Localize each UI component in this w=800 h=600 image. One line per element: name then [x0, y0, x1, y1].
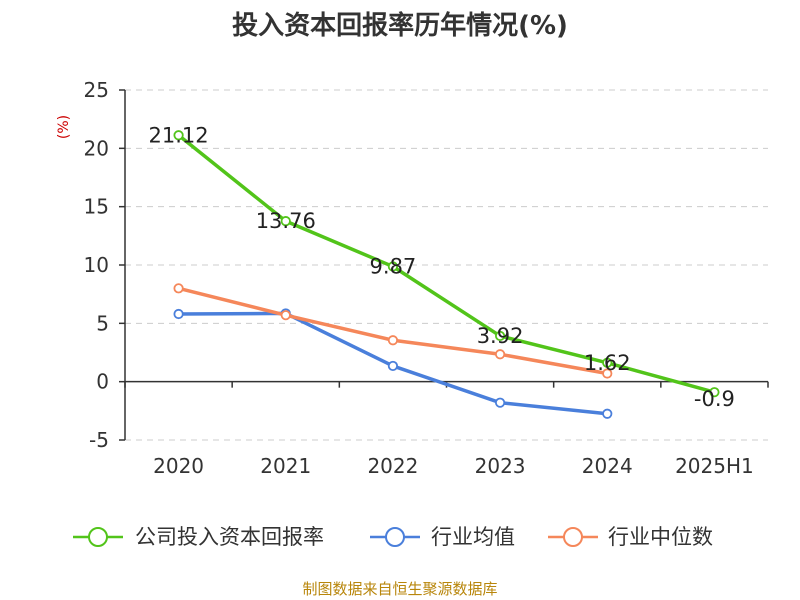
- legend-item[interactable]: 行业中位数: [548, 525, 713, 549]
- data-point[interactable]: [602, 368, 613, 379]
- data-point[interactable]: [280, 310, 291, 321]
- data-point[interactable]: [173, 130, 184, 141]
- y-tick-label: 5: [96, 311, 109, 335]
- y-tick-label: -5: [89, 428, 109, 452]
- legend-marker: [563, 527, 583, 547]
- legend-label: 行业中位数: [608, 525, 713, 549]
- y-axis-label: (%): [56, 115, 72, 139]
- chart-title: 投入资本回报率历年情况(%): [232, 10, 568, 41]
- series-line: [177, 133, 715, 394]
- x-tick-label: 2022: [367, 454, 418, 478]
- data-label: 9.87: [370, 255, 417, 279]
- legend-item[interactable]: 公司投入资本回报率: [73, 525, 324, 549]
- series-lines: [173, 130, 720, 419]
- y-tick-label: 10: [84, 253, 109, 277]
- legend-label: 行业均值: [431, 525, 515, 549]
- x-tick-label: 2024: [582, 454, 633, 478]
- data-point[interactable]: [280, 216, 291, 227]
- source-note: 制图数据来自恒生聚源数据库: [302, 580, 497, 598]
- data-label: 13.76: [256, 209, 316, 233]
- data-point[interactable]: [602, 357, 613, 368]
- y-tick-label: 0: [96, 370, 109, 394]
- legend[interactable]: 公司投入资本回报率 行业均值 行业中位数: [73, 525, 713, 549]
- x-tick-label: 2020: [153, 454, 204, 478]
- data-point[interactable]: [387, 360, 399, 372]
- y-tick-label: 15: [84, 195, 109, 219]
- data-point[interactable]: [494, 330, 506, 342]
- series-line: [178, 286, 608, 376]
- data-point[interactable]: [709, 387, 720, 398]
- data-label: 21.12: [149, 123, 209, 147]
- y-tick-label: 25: [84, 78, 109, 102]
- x-tick-label: 2021: [260, 454, 311, 478]
- y-tick-label: 20: [84, 136, 109, 160]
- legend-marker: [88, 527, 108, 547]
- axes: -5 0 5 10 15 20 25 2020 2021 2022 2023 2024 2025H1: [84, 78, 769, 478]
- grid-lines: [125, 89, 768, 441]
- data-point[interactable]: [602, 408, 613, 419]
- data-label: -0.9: [694, 387, 735, 411]
- legend-marker: [385, 527, 405, 547]
- x-tick-label: 2025H1: [675, 454, 754, 478]
- data-point[interactable]: [494, 397, 506, 408]
- data-point[interactable]: [387, 261, 399, 272]
- data-point[interactable]: [173, 308, 184, 320]
- legend-item[interactable]: 行业均值: [370, 525, 515, 549]
- data-point[interactable]: [173, 283, 184, 294]
- legend-label: 公司投入资本回报率: [135, 525, 324, 549]
- data-point[interactable]: [494, 349, 506, 360]
- data-label: 3.92: [477, 324, 524, 348]
- x-tick-label: 2023: [475, 454, 526, 478]
- data-label: 1.62: [584, 351, 631, 375]
- data-labels: 21.12 13.76 9.87 3.92 1.62 -0.9: [149, 123, 735, 411]
- data-point[interactable]: [387, 335, 399, 346]
